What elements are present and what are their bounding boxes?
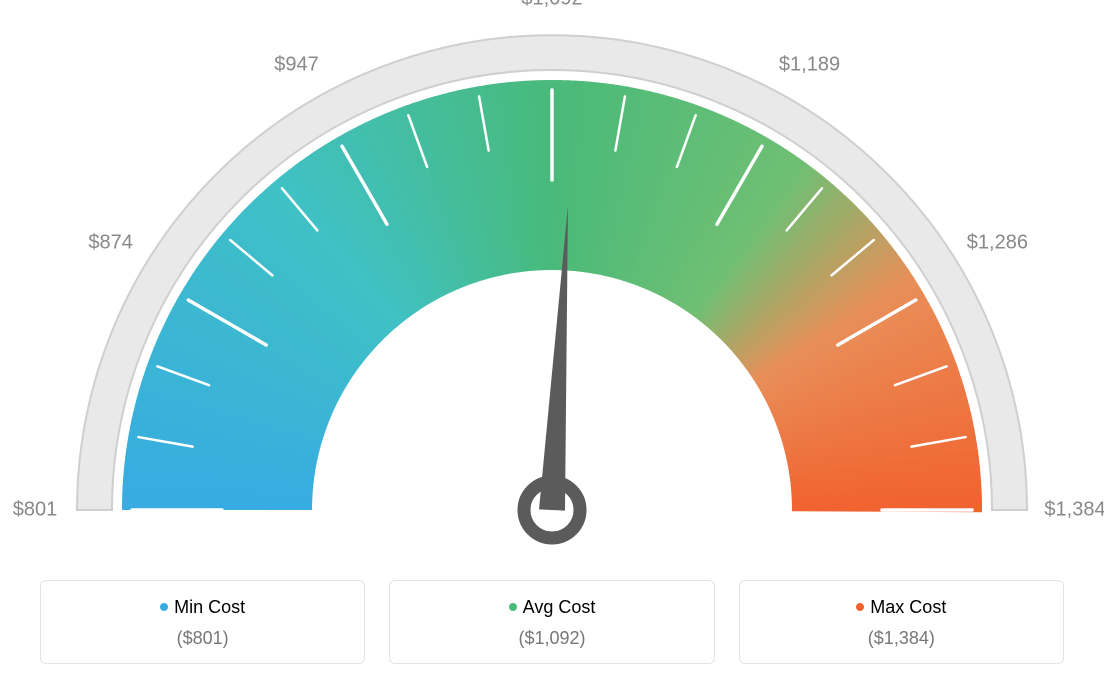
gauge-area: $801 $874 $947 $1,092 $1,189 $1,286 $1,384 [0,0,1104,560]
legend-row: Min Cost ($801) Avg Cost ($1,092) Max Co… [40,580,1064,664]
gauge-tick-label: $1,286 [967,231,1028,254]
gauge-tick-label: $947 [274,53,319,76]
cost-gauge-figure: $801 $874 $947 $1,092 $1,189 $1,286 $1,384 Min… [0,0,1104,690]
legend-dot-max [856,603,864,611]
legend-value-avg: ($1,092) [400,628,703,649]
gauge-tick-label: $1,092 [521,0,582,11]
legend-title-max-text: Max Cost [870,597,946,617]
legend-dot-avg [509,603,517,611]
gauge-tick-label: $1,384 [1044,499,1104,522]
gauge-tick-label: $801 [13,499,58,522]
legend-dot-min [160,603,168,611]
legend-title-max: Max Cost [750,597,1053,618]
legend-value-min: ($801) [51,628,354,649]
legend-title-avg-text: Avg Cost [523,597,596,617]
legend-title-avg: Avg Cost [400,597,703,618]
gauge-svg [0,0,1104,560]
legend-title-min-text: Min Cost [174,597,245,617]
legend-card-avg: Avg Cost ($1,092) [389,580,714,664]
gauge-tick-label: $874 [88,231,133,254]
legend-value-max: ($1,384) [750,628,1053,649]
legend-card-max: Max Cost ($1,384) [739,580,1064,664]
legend-card-min: Min Cost ($801) [40,580,365,664]
legend-title-min: Min Cost [51,597,354,618]
gauge-tick-label: $1,189 [779,53,840,76]
